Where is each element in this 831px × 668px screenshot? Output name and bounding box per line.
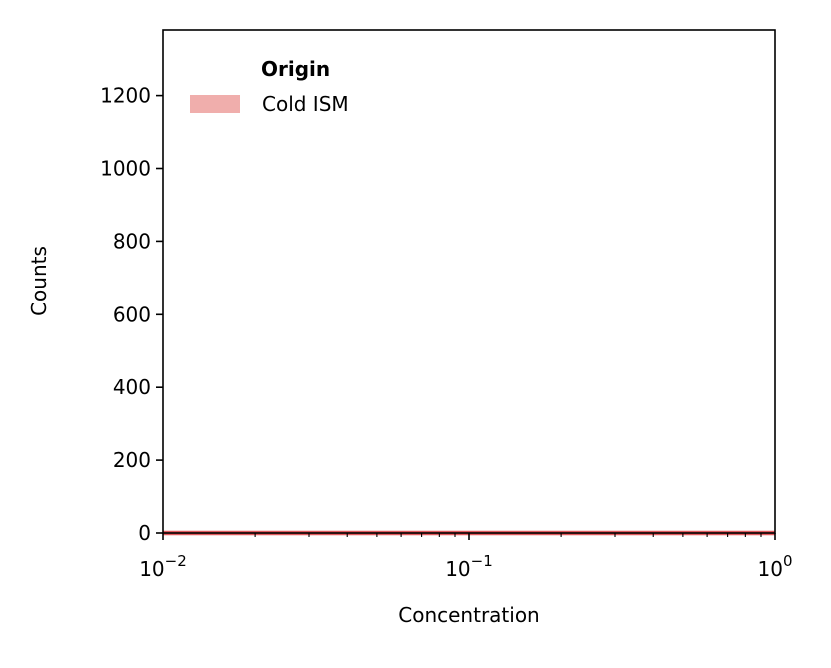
y-tick-label: 1200 bbox=[100, 84, 151, 108]
x-tick-label: 10−2 bbox=[139, 552, 187, 581]
plot-frame bbox=[162, 29, 776, 534]
x-axis-label: Concentration bbox=[398, 603, 539, 627]
x-axis-ticks: 10−2 10−1 100 bbox=[139, 533, 793, 581]
legend-label-cold-ism: Cold ISM bbox=[262, 92, 349, 116]
y-tick-label: 1000 bbox=[100, 157, 151, 181]
y-axis-ticks: 0 200 400 600 800 1000 1200 bbox=[100, 84, 163, 545]
legend: Origin Cold ISM bbox=[190, 57, 349, 116]
y-tick-label: 400 bbox=[113, 375, 151, 399]
x-tick-label: 100 bbox=[758, 552, 793, 581]
legend-title: Origin bbox=[261, 57, 330, 81]
y-tick-label: 200 bbox=[113, 448, 151, 472]
y-tick-label: 0 bbox=[138, 521, 151, 545]
legend-swatch-cold-ism bbox=[190, 95, 240, 113]
x-tick-label: 10−1 bbox=[445, 552, 493, 581]
y-tick-label: 800 bbox=[113, 229, 151, 253]
y-tick-label: 600 bbox=[113, 302, 151, 326]
y-axis-label: Counts bbox=[27, 246, 51, 316]
